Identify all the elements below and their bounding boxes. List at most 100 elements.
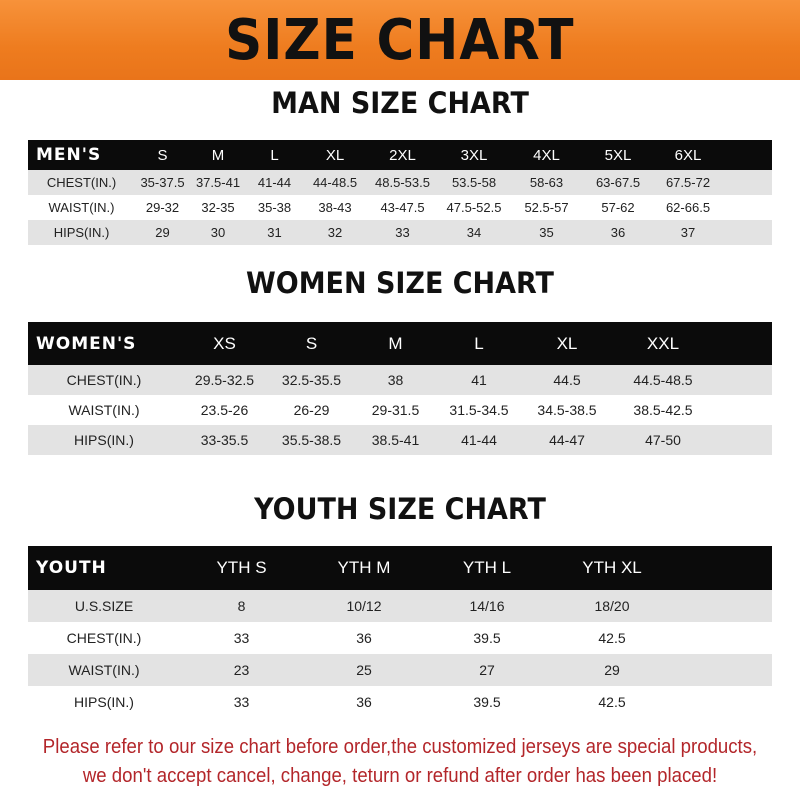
size-cell: 5XL [604, 146, 632, 164]
size-cell: 29-32 [145, 200, 180, 215]
table-row: CHEST(IN.) 33 36 39.5 42.5 [28, 622, 772, 654]
men-section-title: MAN SIZE CHART [271, 86, 529, 120]
size-cell: 53.5-58 [451, 175, 497, 190]
size-cell: 62-66.5 [665, 200, 711, 215]
table-row: HIPS(IN.) 33 36 39.5 42.5 [28, 686, 772, 718]
size-cell: 29 [155, 225, 170, 240]
size-cell: L [474, 333, 484, 353]
row-label: WAIST(IN.) [68, 402, 140, 418]
size-cell: XS [213, 333, 236, 353]
size-cell: 33-35.5 [200, 432, 249, 448]
size-cell: 32 [327, 225, 343, 240]
table-header-row: YOUTH YTH S YTH M YTH L YTH XL [28, 546, 772, 590]
size-cell: 39.5 [473, 630, 501, 646]
size-cell: 33 [233, 630, 250, 646]
size-cell: 26-29 [293, 402, 330, 418]
size-cell: 41 [471, 372, 487, 388]
size-cell: 44.5-48.5 [633, 372, 693, 388]
size-cell: 63-67.5 [595, 175, 641, 190]
table-row: U.S.SIZE 8 10/12 14/16 18/20 [28, 590, 772, 622]
size-cell: 58-63 [529, 175, 564, 190]
size-cell: S [305, 333, 318, 353]
table-row: HIPS(IN.) 29 30 31 32 33 34 35 36 37 [28, 220, 772, 245]
row-label: HIPS(IN.) [53, 225, 110, 240]
size-cell: XL [556, 333, 578, 353]
row-label: WAIST(IN.) [68, 662, 140, 678]
size-cell: 42.5 [598, 630, 626, 646]
size-cell: XL [325, 146, 345, 164]
size-cell: 38-43 [318, 200, 352, 215]
size-cell: 38 [387, 372, 404, 388]
size-cell: 30 [210, 225, 226, 240]
size-cell: 67.5-72 [665, 175, 711, 190]
size-cell: 44-48.5 [312, 175, 358, 190]
size-cell: 29.5-32.5 [194, 372, 255, 388]
row-label: HIPS(IN.) [74, 432, 134, 448]
youth-size-table: YOUTH YTH S YTH M YTH L YTH XL U.S.SIZE 8 10/12… [28, 546, 772, 718]
row-label: CHEST(IN.) [66, 630, 142, 646]
row-label: WAIST(IN.) [48, 200, 115, 215]
size-cell: M [388, 333, 403, 353]
size-cell: 35.5-38.5 [281, 432, 342, 448]
size-cell: 31 [267, 225, 282, 240]
table-row: WAIST(IN.) 29-32 32-35 35-38 38-43 43-47.5 47.… [28, 195, 772, 220]
size-cell: 32.5-35.5 [281, 372, 342, 388]
men-size-table: MEN'S S M L XL 2XL 3XL 4XL 5XL 6XL CHEST(IN.) 35-37… [28, 140, 772, 245]
row-label: YOUTH [36, 558, 107, 578]
table-header-row: MEN'S S M L XL 2XL 3XL 4XL 5XL 6XL [28, 140, 772, 170]
size-cell: 23.5-26 [200, 402, 249, 418]
table-header-row: WOMEN'S XS S M L XL XXL [28, 322, 772, 365]
size-cell: 27 [479, 662, 495, 678]
row-label: MEN'S [36, 145, 102, 165]
size-cell: 52.5-57 [524, 200, 569, 215]
row-label: HIPS(IN.) [74, 694, 134, 710]
notice-line-2: we don't accept cancel, change, teturn o… [82, 765, 718, 787]
size-cell: S [157, 146, 168, 164]
women-section-title: WOMEN SIZE CHART [246, 266, 554, 300]
size-cell: 44.5 [553, 372, 581, 388]
size-cell: 8 [237, 598, 246, 614]
size-cell: 32-35 [201, 200, 235, 215]
notice-line-1: Please refer to our size chart before or… [42, 736, 758, 758]
order-notice: Please refer to our size chart before or… [28, 733, 772, 791]
size-cell: 23 [233, 662, 250, 678]
row-label: CHEST(IN.) [66, 372, 142, 388]
size-cell: 14/16 [469, 598, 505, 614]
women-size-table: WOMEN'S XS S M L XL XXL CHEST(IN.) 29.5-32.5 32.5… [28, 322, 772, 455]
size-cell: YTH L [462, 558, 512, 577]
table-row: CHEST(IN.) 35-37.5 37.5-41 41-44 44-48.5 48.5… [28, 170, 772, 195]
size-cell: 36 [610, 225, 626, 240]
size-cell: XXL [646, 333, 680, 353]
size-cell: 35 [539, 225, 554, 240]
size-cell: YTH XL [582, 558, 642, 577]
size-cell: 34.5-38.5 [537, 402, 597, 418]
size-cell: 33 [233, 694, 250, 710]
table-row: WAIST(IN.) 23 25 27 29 [28, 654, 772, 686]
size-cell: 3XL [460, 146, 488, 164]
size-cell: 47-50 [645, 432, 681, 448]
size-cell: 35-38 [257, 200, 292, 215]
size-cell: 37 [680, 225, 696, 240]
size-cell: 48.5-53.5 [375, 175, 430, 190]
size-cell: YTH S [216, 558, 267, 577]
size-cell: 6XL [674, 146, 702, 164]
size-cell: 34 [466, 225, 482, 240]
size-cell: 25 [356, 662, 372, 678]
size-cell: 38.5-41 [371, 432, 420, 448]
size-cell: 57-62 [601, 200, 635, 215]
size-cell: YTH M [337, 558, 391, 577]
size-cell: 29-31.5 [371, 402, 420, 418]
size-cell: 2XL [389, 146, 416, 164]
table-row: CHEST(IN.) 29.5-32.5 32.5-35.5 38 41 44.5 44.5… [28, 365, 772, 395]
table-row: HIPS(IN.) 33-35.5 35.5-38.5 38.5-41 41-44 44-… [28, 425, 772, 455]
size-cell: 37.5-41 [195, 175, 241, 190]
size-cell: L [270, 146, 279, 164]
row-label: WOMEN'S [36, 333, 137, 354]
page-title: SIZE CHART [225, 7, 575, 73]
size-cell: 31.5-34.5 [449, 402, 509, 418]
size-cell: 43-47.5 [380, 200, 425, 215]
table-row: WAIST(IN.) 23.5-26 26-29 29-31.5 31.5-34.5 34… [28, 395, 772, 425]
title-banner: SIZE CHART [0, 0, 800, 80]
size-cell: 36 [356, 630, 372, 646]
size-cell: 42.5 [598, 694, 626, 710]
